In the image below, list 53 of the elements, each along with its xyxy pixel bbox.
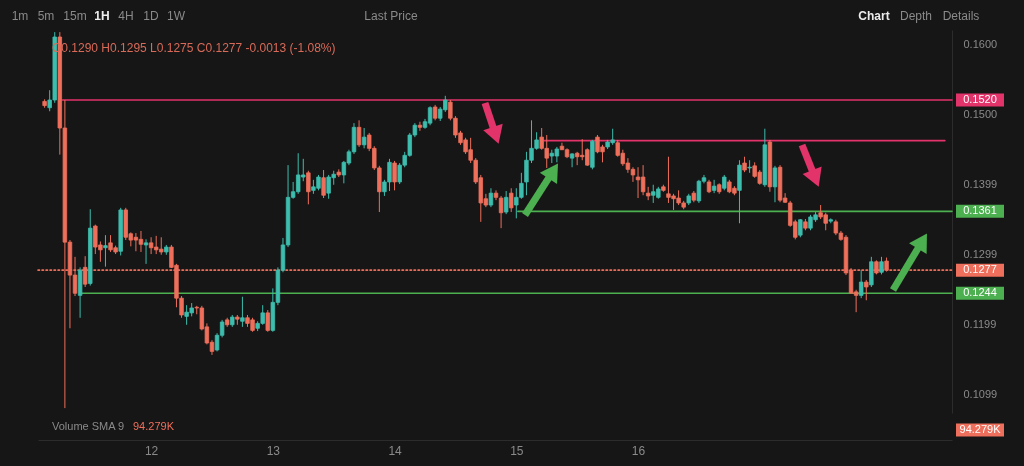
text: 5m	[37, 9, 55, 23]
y-tick-label: 0.1600	[963, 37, 998, 50]
x-tick-label: 15	[510, 443, 524, 458]
text: 94.279K	[133, 420, 175, 432]
y-tick-label: 0.1099	[963, 388, 998, 401]
series-label: 0.1361	[963, 204, 997, 217]
x-tick-label: 16	[631, 443, 646, 458]
series-label: 0.1277	[963, 263, 997, 276]
x-tick-label: 14	[388, 443, 403, 458]
y-tick-label: 0.1299	[963, 248, 998, 261]
x-tick-label: 13	[266, 443, 281, 458]
candlestick	[103, 234, 108, 268]
text: 1m	[11, 9, 29, 23]
candlestick	[772, 165, 778, 203]
x-tick-label: 12	[144, 443, 159, 458]
candlestick	[509, 187, 514, 213]
text: 15m	[63, 9, 87, 23]
candlestick	[711, 179, 717, 194]
candlestick	[696, 179, 702, 204]
y-tick-label: 0.1399	[963, 178, 998, 191]
series-label: 0.1520	[963, 93, 997, 106]
candlestick	[503, 190, 509, 215]
y-tick-label: 0.1199	[963, 318, 997, 331]
text: Depth	[899, 9, 933, 23]
candlestick	[321, 169, 326, 199]
text: 1H	[94, 9, 110, 23]
candlestick	[864, 279, 869, 301]
candlestick	[498, 195, 504, 229]
text: 94.279K	[959, 423, 1001, 435]
candlestick	[859, 269, 864, 299]
candlestick	[361, 127, 367, 149]
candlestick	[427, 105, 433, 126]
candlestick	[240, 296, 245, 328]
candlestick	[306, 170, 311, 205]
text: Chart	[858, 9, 890, 23]
candlestick	[869, 256, 874, 288]
text: 4H	[118, 9, 134, 23]
candlestick	[356, 119, 362, 148]
candlestick	[569, 152, 575, 168]
candlestick	[143, 238, 149, 265]
text: Last Price	[364, 9, 418, 23]
candlestick	[488, 187, 494, 208]
text: 1D	[143, 9, 159, 23]
candlestick	[798, 218, 803, 238]
text: Volume SMA 9	[52, 420, 125, 432]
text: Details	[942, 9, 980, 23]
series-label: 0.1244	[963, 286, 997, 299]
candlestick	[265, 309, 270, 333]
y-tick-label: 0.1500	[963, 107, 998, 120]
candlestick	[392, 160, 397, 191]
text: 1W	[167, 9, 186, 23]
candlestick	[417, 121, 423, 132]
candlestick	[640, 164, 646, 196]
